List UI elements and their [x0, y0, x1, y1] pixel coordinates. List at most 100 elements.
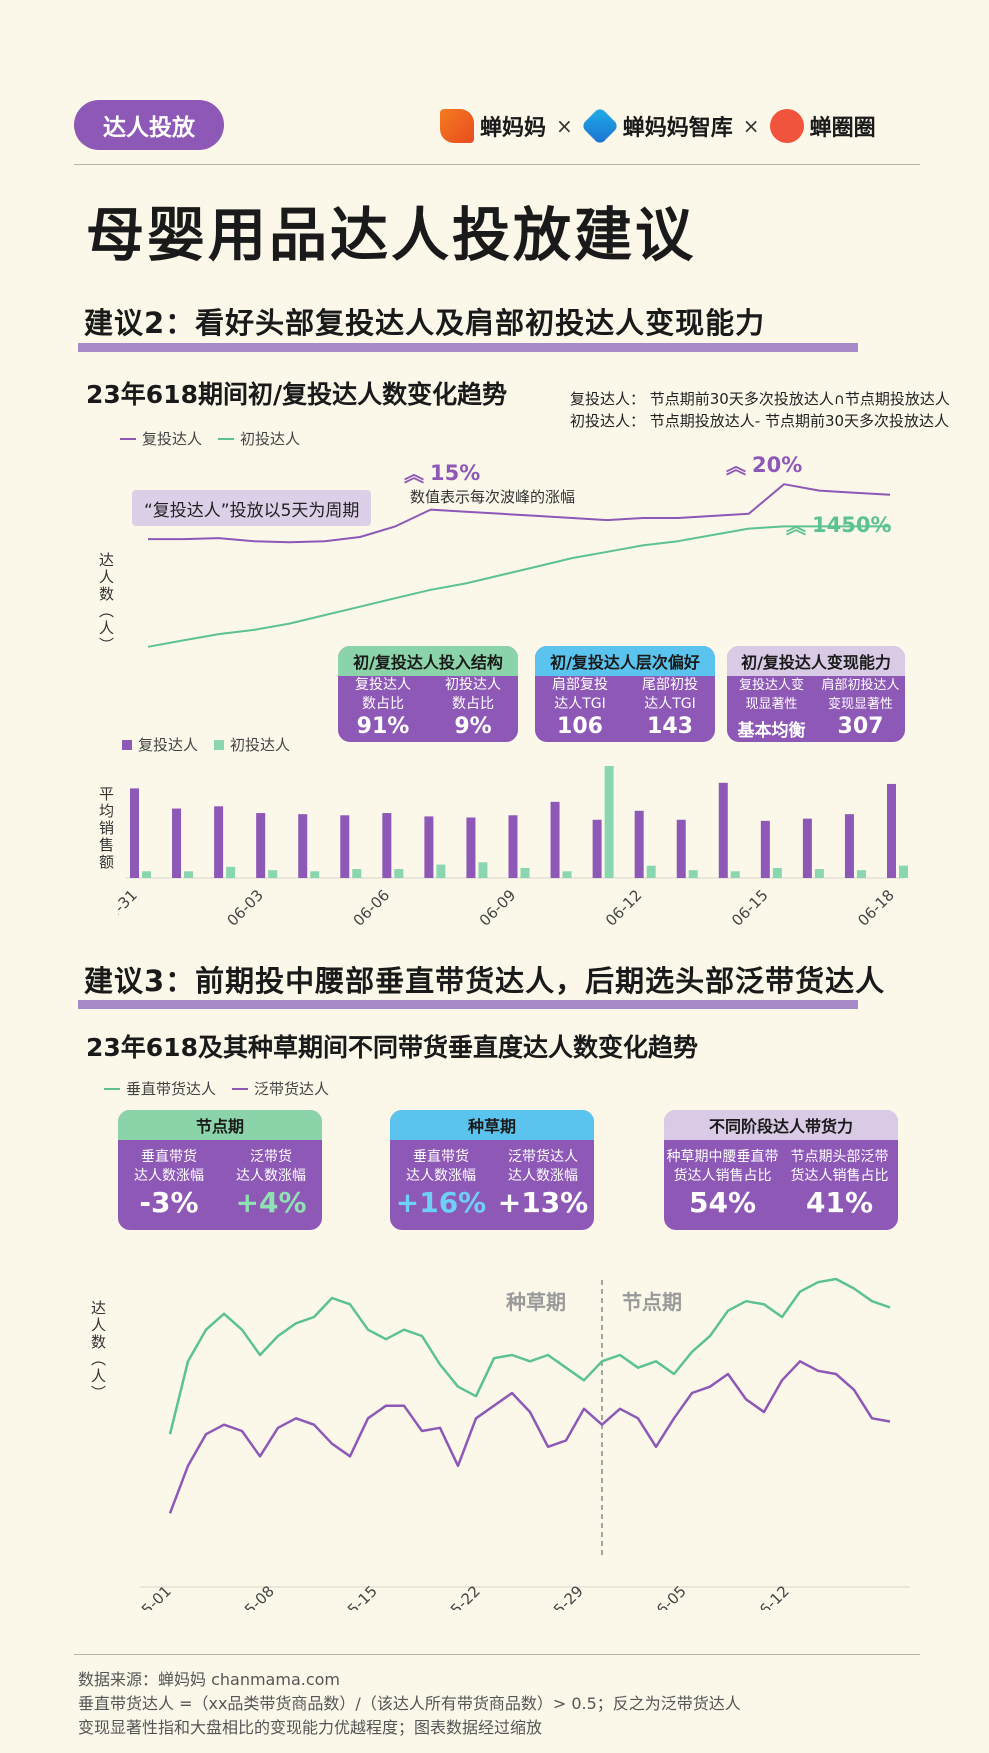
chart2-bar: 05-31 06-03 06-06 06-09 06-12 06-15 06-18	[118, 766, 908, 930]
card-label: 节点期头部泛带 货达人销售占比	[790, 1149, 889, 1184]
card-label: 种草期中腰垂直带 货达人销售占比	[666, 1149, 779, 1184]
card-value: 9%	[454, 714, 492, 739]
bar-first	[352, 869, 362, 878]
brand-name: 蝉妈妈智库	[622, 116, 733, 141]
legend-item: 初投达人	[214, 734, 290, 755]
double-chevron-up-icon: ︽	[726, 454, 746, 478]
bar-repeat	[676, 819, 686, 878]
x-tick-label: 05-15	[337, 1582, 381, 1610]
card-value: 106	[557, 714, 603, 739]
bar-repeat	[382, 813, 392, 878]
bar-first	[268, 870, 278, 878]
card-value: 91%	[356, 714, 410, 739]
chart1-legend: 复投达人 初投达人	[120, 428, 300, 449]
card-label: 泛带货达人 达人数涨幅	[508, 1149, 578, 1184]
card-input-structure: 初/复投达人投入结构 复投达人 数占比 91% 初投达人 数占比 9%	[338, 646, 518, 742]
definition-notes: 复投达人： 节点期前30天多次投放达人∩节点期投放达人 初投达人： 节点期投放达…	[570, 388, 950, 432]
x-tick-label: 06-05	[646, 1582, 690, 1610]
card-value: 基本均衡	[737, 721, 806, 741]
chart1-line	[147, 483, 891, 648]
x-tick-label: 05-01	[131, 1582, 175, 1610]
card-node-period: 节点期 垂直带货 达人数涨幅 -3% 泛带货 达人数涨幅 +4%	[118, 1110, 322, 1230]
zhiku-logo-icon	[580, 106, 620, 146]
legend-item: 复投达人	[120, 428, 202, 449]
bar-first	[142, 871, 151, 878]
peak-pct-2: ︽ 20%	[726, 450, 802, 479]
card-header: 初/复投达人变现能力	[727, 646, 905, 676]
bar-first	[394, 869, 404, 878]
chart3-legend: 垂直带货达人 泛带货达人	[104, 1078, 329, 1099]
x-tick-label: 06-12	[602, 886, 646, 930]
card-header: 不同阶段达人带货力	[664, 1110, 898, 1140]
brand-chanmama: 蝉妈妈	[440, 109, 546, 143]
bar-repeat	[172, 808, 182, 878]
series-line-repeat	[148, 483, 891, 544]
bar-first	[310, 871, 320, 878]
legend-item: 泛带货达人	[232, 1078, 329, 1099]
card-value: 143	[647, 714, 693, 739]
x-tick-label: 06-09	[476, 886, 520, 930]
brand-chanmama-zhiku: 蝉妈妈智库	[580, 106, 733, 146]
brand-name: 蝉妈妈	[480, 116, 547, 141]
footer-divider	[74, 1654, 920, 1655]
peak-pct-3: ︽ 1450%	[786, 510, 892, 539]
card-level-preference: 初/复投达人层次偏好 肩部复投 达人TGI 106 尾部初投 达人TGI 143	[535, 646, 715, 742]
card-value: +13%	[497, 1186, 589, 1219]
bar-first	[688, 870, 698, 878]
bar-repeat	[424, 816, 434, 878]
bar-repeat	[550, 801, 560, 878]
bar-repeat	[214, 806, 224, 878]
bar-first	[730, 871, 740, 878]
note-repeat: 复投达人： 节点期前30天多次投放达人∩节点期投放达人	[570, 390, 950, 408]
bar-first	[562, 871, 572, 878]
double-chevron-up-icon: ︽	[404, 462, 424, 486]
x-tick-label: 05-08	[234, 1582, 278, 1610]
bar-first	[899, 865, 908, 878]
chanmama-logo-icon	[440, 109, 474, 143]
bar-repeat	[508, 815, 518, 878]
bar-repeat	[634, 810, 644, 878]
x-tick-label: 06-03	[223, 886, 267, 930]
series-line-vertical	[168, 1277, 891, 1435]
card-header: 节点期	[118, 1110, 322, 1140]
brand-separator: ×	[556, 114, 573, 138]
card-value: 41%	[805, 1186, 874, 1219]
section3-underline	[78, 1000, 858, 1009]
bar-repeat	[887, 783, 896, 878]
section-tag: 达人投放	[74, 100, 224, 150]
section3-title: 建议3：前期投中腰部垂直带货达人，后期选头部泛带货达人	[84, 964, 886, 998]
phase-label-node: 节点期	[622, 1290, 682, 1314]
card-stage-power: 不同阶段达人带货力 种草期中腰垂直带 货达人销售占比 54% 节点期头部泛带 货达…	[664, 1110, 898, 1230]
bar-repeat	[466, 817, 476, 878]
bar-first	[520, 867, 530, 878]
bar-repeat	[340, 815, 350, 878]
brand-separator: ×	[742, 114, 760, 138]
x-tick-label: 05-31	[118, 886, 141, 930]
card-label: 复投达人 数占比	[355, 677, 411, 712]
bar-repeat	[298, 814, 308, 878]
chart2-ylabel: 平均销售额	[97, 786, 115, 871]
legend-item: 初投达人	[218, 428, 300, 449]
card-label: 肩部复投 达人TGI	[552, 677, 608, 712]
card-label: 泛带货 达人数涨幅	[236, 1149, 306, 1184]
card-monetization: 初/复投达人变现能力 复投达人变 现显著性 基本均衡 肩部初投达人 变现显著性 30…	[727, 646, 905, 742]
chart3-title: 23年618及其种草期间不同带货垂直度达人数变化趋势	[86, 1033, 698, 1062]
chart1-title: 23年618期间初/复投达人数变化趋势	[86, 380, 508, 409]
peak-pct-1: ︽ 15%	[404, 458, 480, 487]
bar-repeat	[592, 819, 602, 878]
card-header: 种草期	[390, 1110, 594, 1140]
card-label: 肩部初投达人 变现显著性	[821, 678, 900, 712]
period-note-box: “复投达人”投放以5天为周期	[132, 490, 372, 526]
card-label: 复投达人变 现显著性	[738, 678, 804, 712]
bar-first	[478, 862, 488, 878]
bar-repeat	[760, 820, 770, 878]
card-header: 初/复投达人层次偏好	[535, 646, 715, 676]
x-tick-label: 05-22	[440, 1582, 484, 1610]
footer-source: 数据来源：蝉妈妈 chanmama.com	[78, 1670, 341, 1689]
card-header: 初/复投达人投入结构	[338, 646, 518, 676]
page-title: 母婴用品达人投放建议	[86, 201, 697, 269]
card-value: 54%	[688, 1186, 757, 1219]
phase-label-seeding: 种草期	[506, 1290, 566, 1314]
x-tick-label: 06-06	[350, 886, 394, 930]
card-label: 初投达人 数占比	[445, 677, 501, 712]
